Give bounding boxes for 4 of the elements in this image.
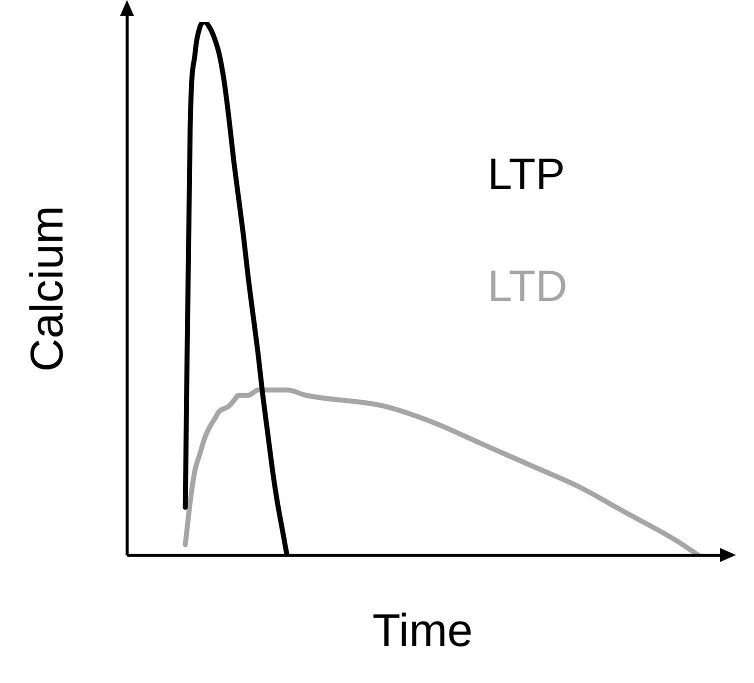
text: LTP	[488, 150, 566, 199]
x-axis-title: Time	[372, 604, 473, 656]
y-axis-title: Calcium	[20, 206, 72, 372]
text: LTD	[488, 262, 568, 311]
